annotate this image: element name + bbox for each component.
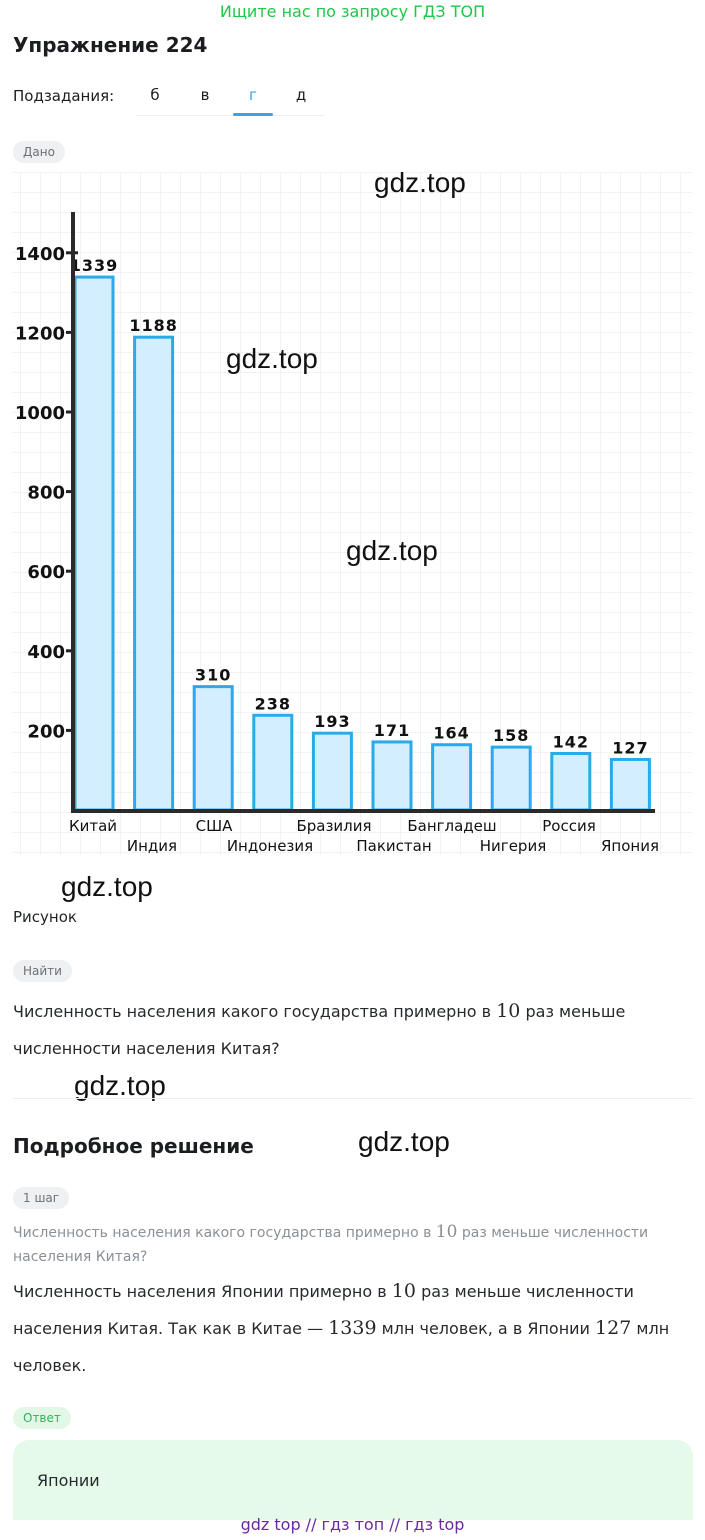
solution-text-part: млн xyxy=(636,1319,670,1338)
solution-number: 1339 xyxy=(328,1317,377,1339)
y-tick-label: 1200 xyxy=(15,323,65,344)
subtasks-label: Подзадания: xyxy=(13,87,115,105)
step-chip: 1 шаг xyxy=(13,1187,70,1209)
y-tick-label: 1400 xyxy=(15,244,65,265)
population-bar-chart: 200 400 600 800 1000 1200 1400 1339 Китай 1188 Инд… xyxy=(13,172,692,855)
step-question-line2: населения Китая? xyxy=(13,1249,148,1265)
watermark-4: gdz.top xyxy=(61,871,153,902)
x-category-label: Индонезия xyxy=(227,837,313,855)
watermark-1: gdz.top xyxy=(374,167,466,198)
x-category-label: Япония xyxy=(601,837,659,855)
bar-8 xyxy=(490,745,532,812)
answer-text: Японии xyxy=(37,1471,100,1490)
question-number: 10 xyxy=(496,1000,521,1022)
step-question-part: Численность населения какого государства… xyxy=(13,1225,432,1241)
solution-heading: Подробное решение xyxy=(13,1134,254,1158)
x-category-label: Пакистан xyxy=(356,837,431,855)
answer-chip: Ответ xyxy=(13,1407,71,1429)
y-tick-label: 1000 xyxy=(15,403,65,424)
question-text-part: Численность населения какого государства… xyxy=(13,1002,492,1021)
x-category-label: Нигерия xyxy=(480,837,546,855)
tab-g[interactable]: г xyxy=(249,86,257,104)
find-chip: Найти xyxy=(13,960,72,982)
bar-9 xyxy=(550,751,592,812)
y-tick-label: 600 xyxy=(27,562,65,583)
question-text-line2: численности населения Китая? xyxy=(13,1039,280,1058)
solution-number: 10 xyxy=(391,1280,416,1302)
y-tick-label: 400 xyxy=(27,642,65,663)
x-category-label: Бангладеш xyxy=(407,817,496,835)
bar-value-label: 142 xyxy=(553,732,589,751)
bar-7 xyxy=(431,743,473,812)
step-question-part: раз меньше численности xyxy=(461,1225,649,1241)
bar-value-label: 171 xyxy=(374,721,410,740)
step-question-number: 10 xyxy=(435,1222,458,1242)
question-text: Численность населения какого государства… xyxy=(13,993,693,1067)
x-category-label: Бразилия xyxy=(296,817,371,835)
bar-6 xyxy=(371,740,413,812)
bar-value-label: 164 xyxy=(433,724,469,743)
y-tick-label: 800 xyxy=(27,483,65,504)
bar-value-label: 238 xyxy=(255,694,291,713)
bar-value-label: 127 xyxy=(612,738,648,757)
solution-text-part: Численность населения Японии примерно в xyxy=(13,1282,387,1301)
tab-v[interactable]: в xyxy=(200,86,210,104)
active-tab-underline xyxy=(233,113,273,116)
subtask-tabs: б в г д xyxy=(135,72,325,116)
x-category-label: США xyxy=(196,817,234,835)
bar-value-label: 1188 xyxy=(129,316,178,335)
footer-links[interactable]: gdz top // гдз топ // гдз top xyxy=(240,1515,465,1534)
x-category-label: Россия xyxy=(542,817,596,835)
solution-body: Численность населения Японии примерно в … xyxy=(13,1273,693,1384)
solution-text-part: населения Китая. Так как в Китае — xyxy=(13,1319,324,1338)
bar-4 xyxy=(252,713,294,812)
page-title: Упражнение 224 xyxy=(13,33,208,57)
tab-b[interactable]: б xyxy=(150,86,160,104)
bar-3 xyxy=(192,685,234,812)
bar-10 xyxy=(609,757,651,812)
answer-box: Японии xyxy=(13,1440,693,1520)
section-divider xyxy=(13,1098,693,1099)
given-chip: Дано xyxy=(13,141,65,163)
promo-banner[interactable]: Ищите нас по запросу ГДЗ ТОП xyxy=(219,2,486,21)
bar-value-label: 1339 xyxy=(70,256,119,275)
watermark-2: gdz.top xyxy=(226,343,318,374)
bar-2 xyxy=(133,335,175,812)
bar-5 xyxy=(311,731,353,812)
step-question: Численность населения какого государства… xyxy=(13,1220,693,1269)
solution-text-part: млн человек, а в Японии xyxy=(381,1319,590,1338)
bar-value-label: 158 xyxy=(493,726,529,745)
solution-text-part: раз меньше численности xyxy=(421,1282,634,1301)
watermark-6: gdz.top xyxy=(358,1126,450,1157)
solution-number: 127 xyxy=(595,1317,632,1339)
bar-value-label: 310 xyxy=(195,666,231,685)
bar-value-label: 193 xyxy=(314,712,350,731)
question-text-part: раз меньше xyxy=(525,1002,626,1021)
y-tick-label: 200 xyxy=(27,721,65,742)
tab-d[interactable]: д xyxy=(295,86,307,104)
tabs-divider xyxy=(135,115,325,116)
figure-caption: Рисунок xyxy=(13,908,77,926)
bar-1 xyxy=(73,275,115,812)
watermark-3: gdz.top xyxy=(346,535,438,566)
x-category-label: Индия xyxy=(127,837,177,855)
solution-text-line3: человек. xyxy=(13,1356,87,1375)
x-category-label: Китай xyxy=(69,817,117,835)
watermark-5: gdz.top xyxy=(74,1070,166,1101)
